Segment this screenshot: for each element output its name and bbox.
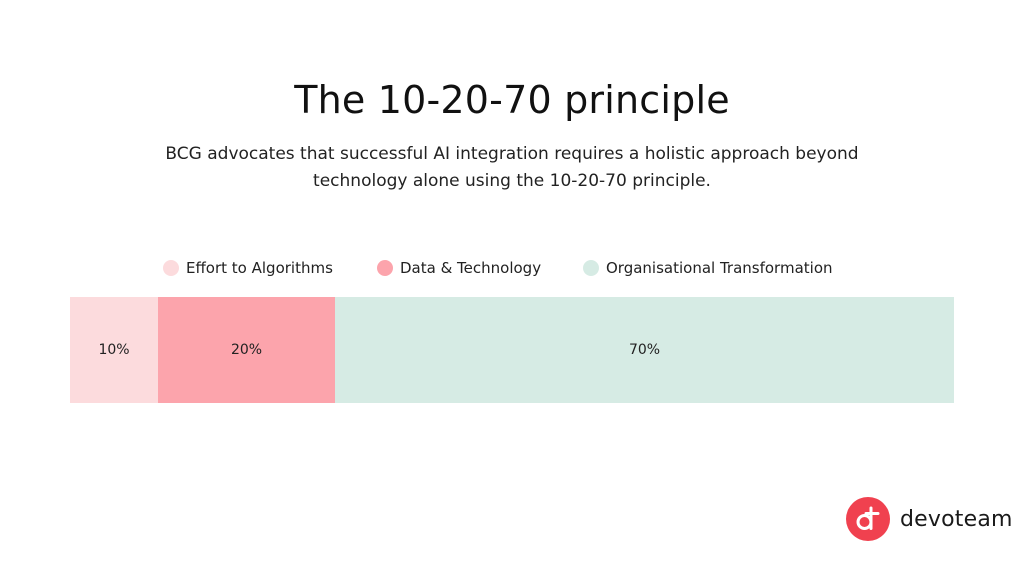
legend-item-organisational-transformation: Organisational Transformation	[583, 256, 833, 280]
legend-label-algorithms: Effort to Algorithms	[186, 259, 333, 277]
legend-swatch-organisational-transformation	[583, 260, 599, 276]
brand-name: devoteam	[900, 506, 1013, 532]
brand-logo: devoteam	[846, 497, 1013, 541]
legend-label-organisational-transformation: Organisational Transformation	[606, 259, 833, 277]
legend-item-algorithms: Effort to Algorithms	[163, 256, 333, 280]
stacked-bar: 10% 20% 70%	[70, 297, 954, 403]
bar-segment-organisational-transformation: 70%	[335, 297, 954, 403]
bar-segment-data-technology: 20%	[158, 297, 335, 403]
bar-segment-algorithms: 10%	[70, 297, 158, 403]
data-label-algorithms: 10%	[98, 342, 130, 358]
chart-legend: Effort to Algorithms Data & Technology O…	[0, 256, 1024, 280]
legend-label-data-technology: Data & Technology	[400, 259, 542, 277]
chart-title: The 10-20-70 principle	[294, 78, 730, 122]
legend-swatch-data-technology	[377, 260, 393, 276]
devoteam-logo-icon	[846, 497, 890, 541]
legend-swatch-algorithms	[163, 260, 179, 276]
data-label-data-technology: 20%	[230, 342, 263, 358]
chart-subtitle: BCG advocates that successful AI integra…	[165, 144, 859, 191]
data-label-organisational-transformation: 70%	[628, 342, 661, 358]
legend-item-data-technology: Data & Technology	[377, 256, 541, 280]
